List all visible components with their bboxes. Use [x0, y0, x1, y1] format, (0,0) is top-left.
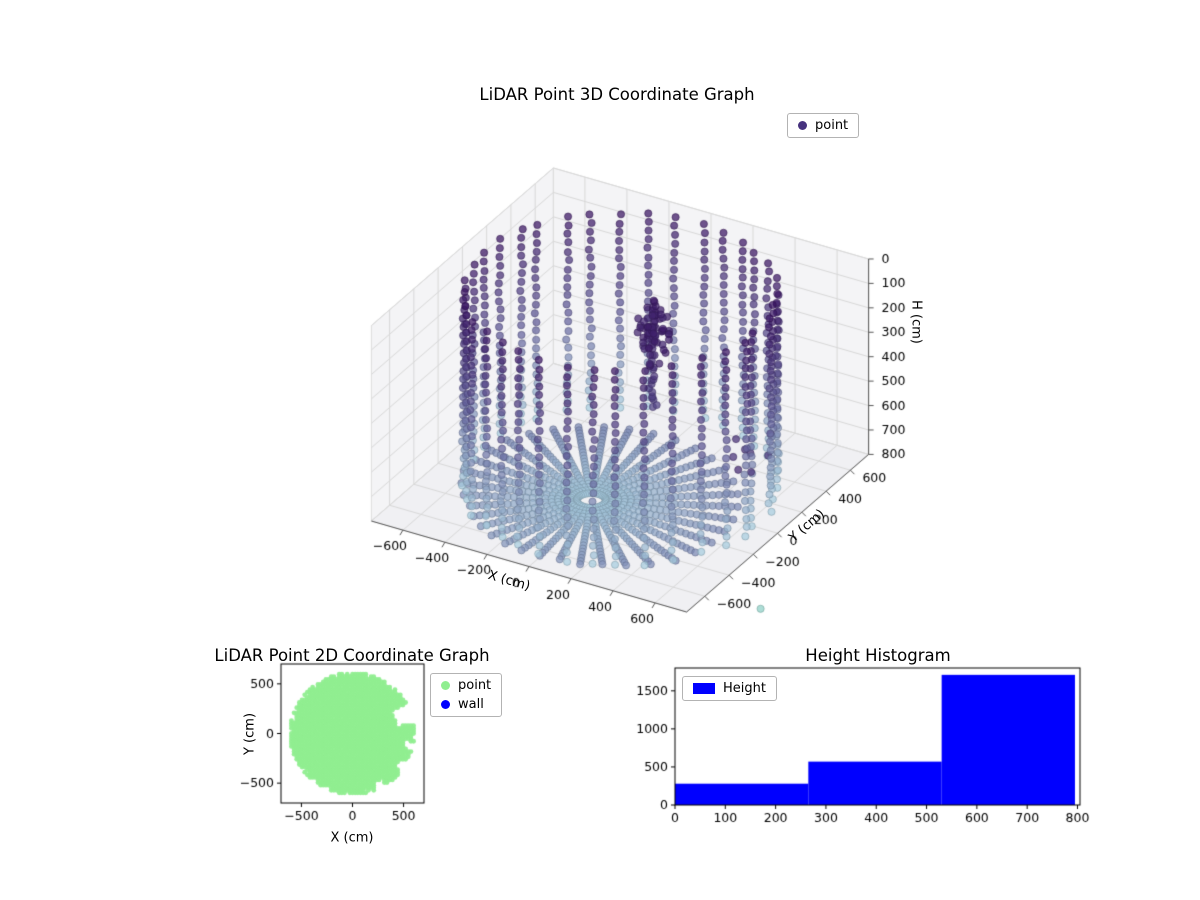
- plot2d-xlabel: X (cm): [330, 830, 374, 846]
- legend-label-height: Height: [723, 681, 766, 696]
- height-bar-marker-icon: [693, 683, 715, 694]
- legend-label-point: point: [815, 118, 849, 133]
- plot3d-legend: point: [787, 113, 860, 138]
- hist-legend: Height: [682, 676, 777, 701]
- wall-marker-icon: [441, 700, 450, 709]
- legend-item-wall: wall: [441, 697, 491, 712]
- plot3d-title: LiDAR Point 3D Coordinate Graph: [479, 85, 755, 104]
- plot3d-zlabel: H (cm): [908, 300, 924, 344]
- legend-item-point: point: [441, 678, 491, 693]
- legend-label-wall: wall: [458, 697, 484, 712]
- hist-title: Height Histogram: [805, 646, 951, 665]
- point-marker-icon: [441, 681, 450, 690]
- plot2d-title: LiDAR Point 2D Coordinate Graph: [214, 646, 490, 665]
- legend-item-height: Height: [693, 681, 766, 696]
- plot2d-legend: point wall: [430, 673, 503, 717]
- point-marker-icon: [798, 121, 807, 130]
- legend-label-point: point: [458, 678, 492, 693]
- legend-item-point: point: [798, 118, 848, 133]
- plot2d-ylabel: Y (cm): [242, 712, 258, 756]
